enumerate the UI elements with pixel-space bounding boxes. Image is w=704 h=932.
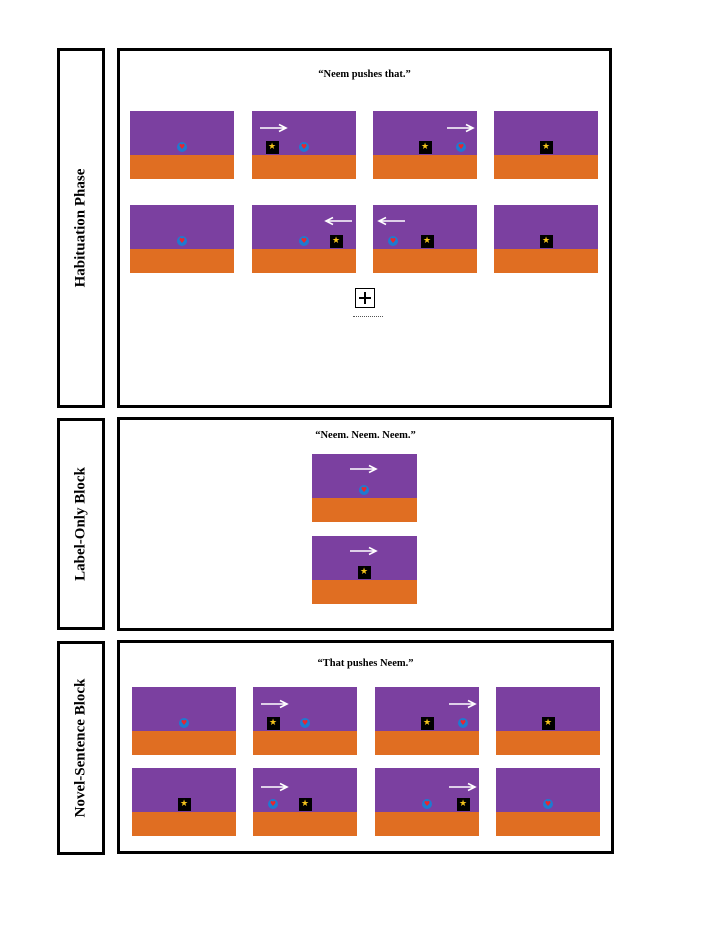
habituation-label-box: Habituation Phase (57, 48, 105, 408)
ground-strip (375, 731, 479, 755)
arrow-right-icon (447, 123, 475, 133)
heart-circle-icon: ♥ (300, 718, 310, 728)
heart-circle-icon: ♥ (268, 799, 278, 809)
event-scene: ★ ♥ (253, 687, 357, 755)
novel-sentence-label: Novel-Sentence Block (72, 678, 89, 818)
event-scene: ♥ ★ (252, 205, 356, 273)
ground-strip (252, 249, 356, 273)
heart-circle-icon: ♥ (359, 485, 369, 495)
habituation-caption: “Neem pushes that.” (318, 69, 411, 80)
event-scene: ★ (312, 536, 417, 604)
event-scene: ★ (494, 111, 598, 179)
star-square-icon: ★ (266, 716, 280, 730)
novel-sentence-label-box: Novel-Sentence Block (57, 641, 105, 855)
star-square-icon: ★ (177, 797, 191, 811)
heart-circle-icon: ♥ (456, 142, 466, 152)
ground-strip (130, 249, 234, 273)
arrow-right-icon (261, 782, 289, 792)
star-square-icon: ★ (420, 234, 434, 248)
star-square-icon: ★ (265, 140, 279, 154)
label-only-label-box: Label-Only Block (57, 418, 105, 630)
label-only-label: Label-Only Block (72, 467, 89, 581)
event-scene: ★ (494, 205, 598, 273)
ground-strip (253, 812, 357, 836)
ground-strip (253, 731, 357, 755)
heart-circle-icon: ♥ (299, 142, 309, 152)
event-scene: ♥ ★ (373, 205, 477, 273)
star-square-icon: ★ (298, 797, 312, 811)
star-square-icon: ★ (420, 716, 434, 730)
star-square-icon: ★ (541, 716, 555, 730)
ground-strip (373, 155, 477, 179)
novel-sentence-caption: “That pushes Neem.” (317, 658, 414, 669)
ground-strip (312, 498, 417, 522)
arrow-right-icon (350, 546, 378, 556)
heart-circle-icon: ♥ (299, 236, 309, 246)
star-square-icon: ★ (418, 140, 432, 154)
event-scene: ♥ (496, 768, 600, 836)
ground-strip (375, 812, 479, 836)
label-only-panel: “Neem. Neem. Neem.” (117, 417, 614, 631)
ground-strip (496, 731, 600, 755)
habituation-label: Habituation Phase (72, 168, 89, 288)
heart-circle-icon: ♥ (177, 142, 187, 152)
event-scene: ♥ ★ (253, 768, 357, 836)
event-scene: ♥ (130, 205, 234, 273)
heart-circle-icon: ♥ (422, 799, 432, 809)
ground-strip (494, 249, 598, 273)
ground-strip (132, 812, 236, 836)
arrow-right-icon (449, 699, 477, 709)
ground-strip (252, 155, 356, 179)
event-scene: ♥ (132, 687, 236, 755)
event-scene: ★ ♥ (252, 111, 356, 179)
heart-circle-icon: ♥ (179, 718, 189, 728)
ground-strip (494, 155, 598, 179)
star-square-icon: ★ (329, 234, 343, 248)
ground-strip (132, 731, 236, 755)
ground-strip (373, 249, 477, 273)
label-only-caption: “Neem. Neem. Neem.” (315, 430, 416, 441)
arrow-left-icon (377, 216, 405, 226)
ground-strip (130, 155, 234, 179)
star-square-icon: ★ (539, 140, 553, 154)
heart-circle-icon: ♥ (177, 236, 187, 246)
event-scene: ★ ♥ (373, 111, 477, 179)
arrow-right-icon (261, 699, 289, 709)
attention-getter-icon (355, 288, 375, 308)
star-square-icon: ★ (539, 234, 553, 248)
ground-strip (312, 580, 417, 604)
event-scene: ♥ (312, 454, 417, 522)
event-scene: ♥ (130, 111, 234, 179)
loading-dots (353, 316, 383, 317)
star-square-icon: ★ (357, 565, 371, 579)
event-scene: ★ (496, 687, 600, 755)
heart-circle-icon: ♥ (388, 236, 398, 246)
ground-strip (496, 812, 600, 836)
event-scene: ★ (132, 768, 236, 836)
arrow-left-icon (324, 216, 352, 226)
star-square-icon: ★ (456, 797, 470, 811)
heart-circle-icon: ♥ (543, 799, 553, 809)
arrow-right-icon (260, 123, 288, 133)
arrow-right-icon (449, 782, 477, 792)
arrow-right-icon (350, 464, 378, 474)
event-scene: ♥ ★ (375, 768, 479, 836)
event-scene: ★ ♥ (375, 687, 479, 755)
heart-circle-icon: ♥ (458, 718, 468, 728)
